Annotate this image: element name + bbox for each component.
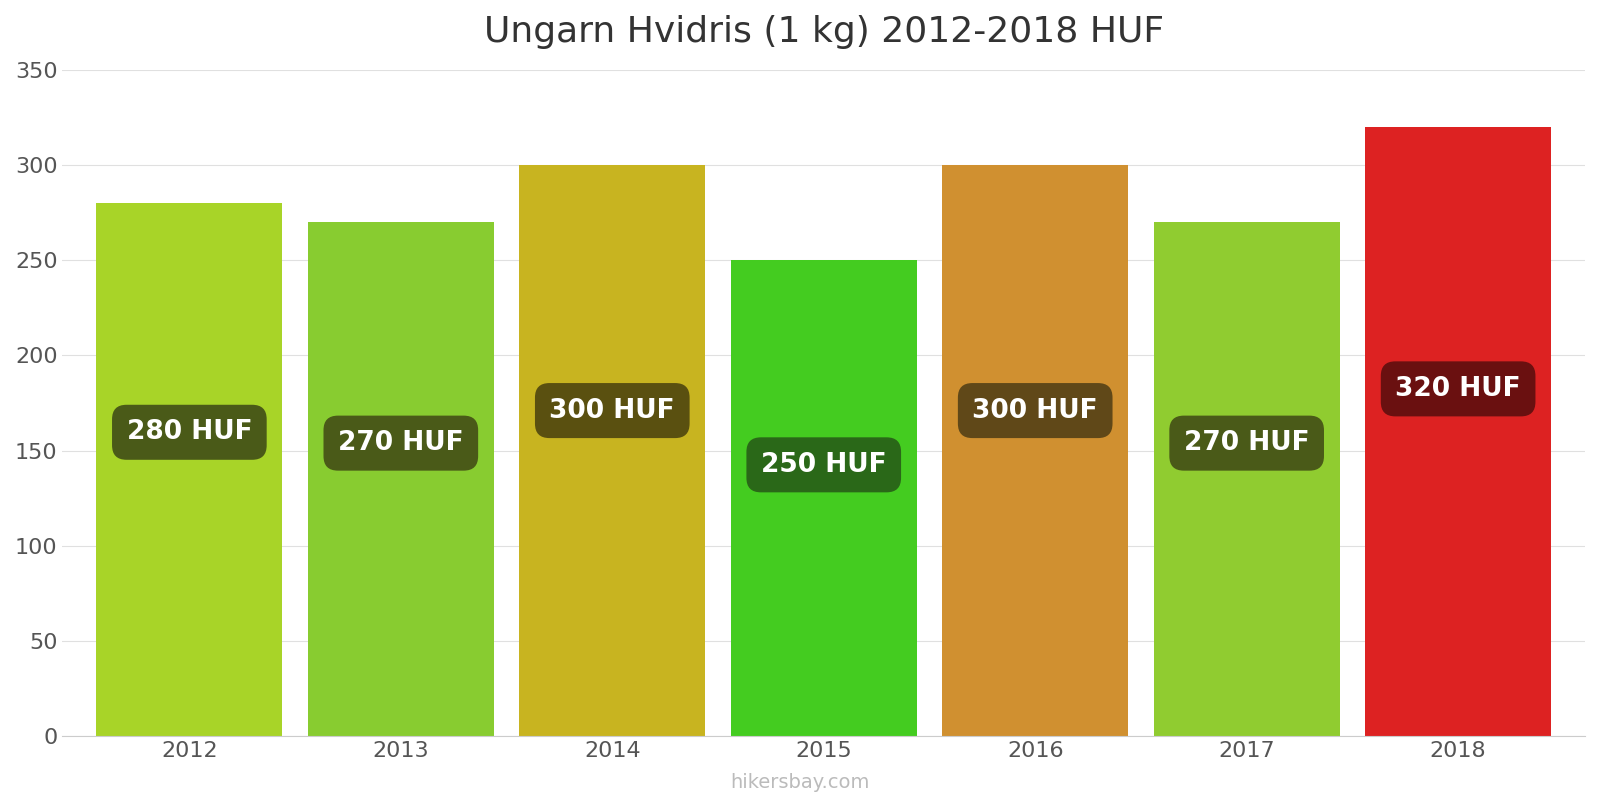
Text: 280 HUF: 280 HUF [126,419,253,446]
Text: 250 HUF: 250 HUF [762,452,886,478]
Text: 270 HUF: 270 HUF [338,430,464,456]
Text: hikersbay.com: hikersbay.com [730,773,870,792]
Bar [520,165,706,736]
Bar [96,203,283,736]
Title: Ungarn Hvidris (1 kg) 2012-2018 HUF: Ungarn Hvidris (1 kg) 2012-2018 HUF [483,15,1163,49]
Text: 320 HUF: 320 HUF [1395,376,1522,402]
Bar [1154,222,1339,736]
Text: 300 HUF: 300 HUF [973,398,1098,423]
Bar [1365,127,1550,736]
Text: 300 HUF: 300 HUF [549,398,675,423]
Bar [942,165,1128,736]
Text: 270 HUF: 270 HUF [1184,430,1309,456]
Bar [731,260,917,736]
Bar [307,222,494,736]
